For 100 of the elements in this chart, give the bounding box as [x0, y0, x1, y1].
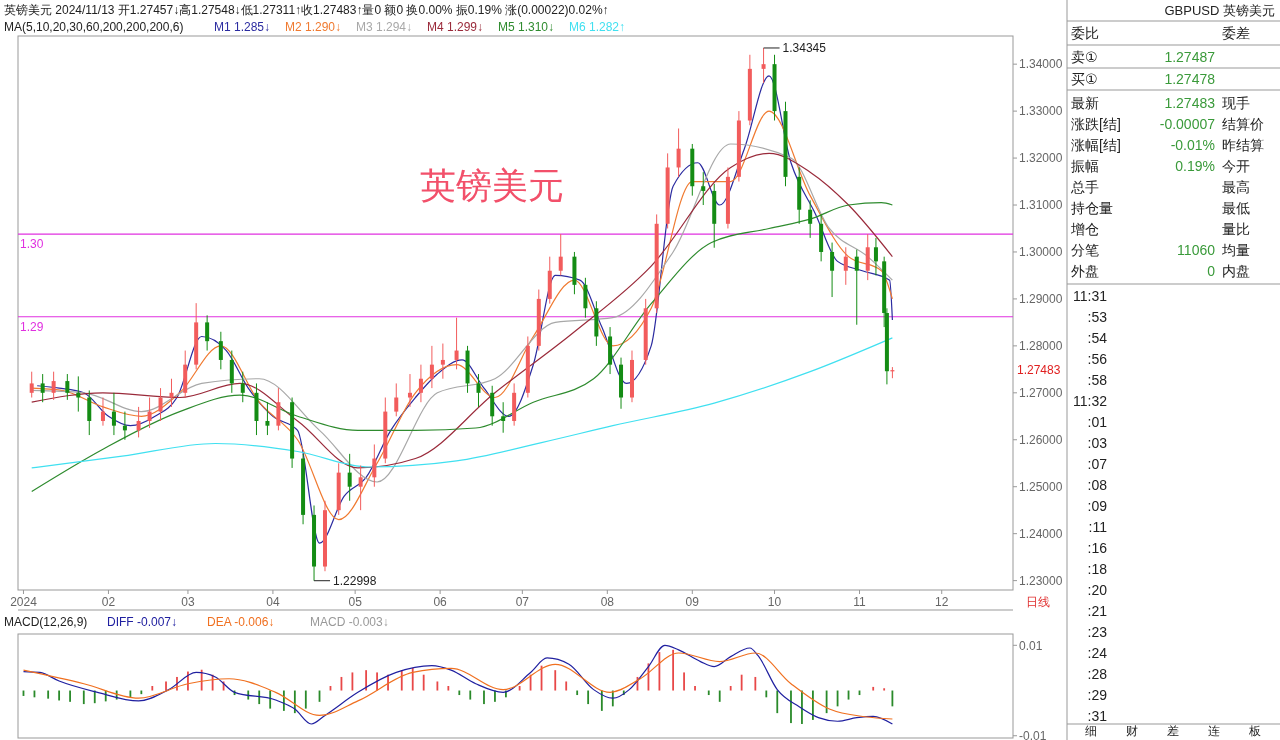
candlestick: [854, 249, 859, 326]
text: :08: [1087, 477, 1108, 493]
text: M5 1.310↓: [498, 20, 555, 34]
annotation: 1.34345: [782, 41, 827, 56]
chart-title: 英镑美元 2024/11/13 开1.27457↓高1.27548↓低1.27311↑收1.27483↑量0 额0 换0.00% 振0.19% 涨(0.00022)0.02%↑: [4, 3, 609, 17]
x-tick-label: 12: [935, 595, 949, 609]
line-series: [22, 652, 893, 720]
text: 1.27478: [1164, 71, 1216, 87]
text: :31: [1087, 708, 1108, 724]
text: :28: [1087, 666, 1108, 682]
ref-line-label: 1.30: [20, 237, 44, 252]
candlestick: [558, 233, 563, 276]
text: 11:31: [1073, 288, 1108, 304]
text: 涨幅[结]: [1071, 137, 1121, 153]
line-series: [31, 337, 893, 469]
candlestick: [501, 401, 506, 434]
candlestick: [276, 387, 281, 431]
ref-line-label: 1.29: [20, 319, 44, 334]
y-tick-label: 1.23000: [1019, 573, 1063, 588]
text: :11: [1088, 519, 1108, 535]
candlestick: [676, 127, 681, 178]
candlestick: [701, 171, 706, 206]
text: :53: [1087, 309, 1108, 325]
candlestick: [490, 385, 495, 427]
text: :24: [1087, 645, 1108, 661]
y-tick-label: 1.33000: [1019, 104, 1063, 119]
text: 日线: [1026, 595, 1050, 609]
y-tick-label: -0.01: [1019, 728, 1047, 740]
x-tick-label: 05: [348, 595, 363, 609]
text: 1.27483: [1164, 95, 1216, 111]
candlestick: [873, 237, 878, 276]
candlestick: [843, 246, 848, 286]
y-tick-label: 1.30000: [1019, 245, 1063, 260]
y-tick-label: 1.31000: [1019, 198, 1063, 213]
y-tick-label: 1.34000: [1019, 57, 1063, 72]
candlestick: [358, 465, 363, 511]
candlestick: [454, 317, 459, 370]
x-tick-label: 02: [101, 595, 116, 609]
x-tick-label: 10: [767, 595, 782, 609]
text: :29: [1087, 687, 1108, 703]
text: 0: [1207, 263, 1216, 279]
text: :54: [1087, 330, 1108, 346]
text: :23: [1087, 624, 1108, 640]
candlestick: [169, 378, 174, 408]
candlestick: [830, 242, 835, 298]
candlestick: [87, 389, 92, 436]
text: -0.01%: [1170, 137, 1215, 153]
candlestick: [76, 375, 81, 413]
text: M4 1.299↓: [427, 20, 484, 34]
text: 买①: [1071, 71, 1098, 87]
candlestick: [240, 371, 245, 403]
candlestick: [218, 331, 223, 370]
candlestick: [808, 199, 813, 239]
text: 0.19%: [1175, 158, 1215, 174]
candlestick: [372, 443, 377, 488]
x-tick-label: 09: [685, 595, 700, 609]
text: M1 1.285↓: [214, 20, 271, 34]
text: 外盘: [1071, 263, 1099, 279]
text: DIFF -0.007↓: [107, 615, 178, 629]
candlestick: [158, 387, 163, 422]
candlestick: [407, 373, 412, 408]
x-tick-label: 08: [600, 595, 615, 609]
text: 分笔: [1071, 242, 1099, 258]
text: 持仓量: [1071, 200, 1113, 216]
candlestick: [761, 47, 766, 84]
candlestick: [40, 373, 45, 403]
text: DEA -0.006↓: [207, 615, 275, 629]
annotation: 英镑美元: [420, 165, 564, 206]
text: 增仓: [1070, 221, 1099, 237]
text: 11060: [1177, 242, 1216, 258]
candlestick: [65, 373, 70, 401]
y-tick-label: 1.29000: [1019, 292, 1063, 307]
candlestick: [418, 364, 423, 403]
text: 连: [1208, 724, 1220, 738]
text: -0.00007: [1159, 116, 1216, 132]
text: 财: [1126, 724, 1138, 738]
candlestick: [265, 401, 270, 436]
text: M3 1.294↓: [356, 20, 413, 34]
candlestick: [865, 233, 870, 281]
text: :58: [1087, 372, 1108, 388]
text: 内盘: [1222, 263, 1250, 279]
y-tick-label: 1.32000: [1019, 151, 1063, 166]
text: :18: [1087, 561, 1108, 577]
text: 昨结算: [1222, 137, 1264, 153]
text: 今开: [1222, 158, 1250, 174]
candlestick: [205, 314, 210, 352]
text: :56: [1087, 351, 1108, 367]
x-tick-label: 2024: [10, 595, 38, 609]
text: MACD -0.003↓: [310, 615, 389, 629]
text: 最高: [1222, 179, 1250, 195]
text: :20: [1087, 582, 1108, 598]
chart-title: MACD(12,26,9): [4, 615, 88, 629]
x-tick-label: 11: [853, 595, 867, 609]
candlestick: [29, 371, 34, 399]
text: 卖①: [1071, 49, 1098, 65]
candlestick: [100, 397, 105, 427]
text: :09: [1087, 498, 1108, 514]
text: 11:32: [1073, 393, 1108, 409]
candlestick: [440, 343, 445, 380]
text: :16: [1087, 540, 1108, 556]
